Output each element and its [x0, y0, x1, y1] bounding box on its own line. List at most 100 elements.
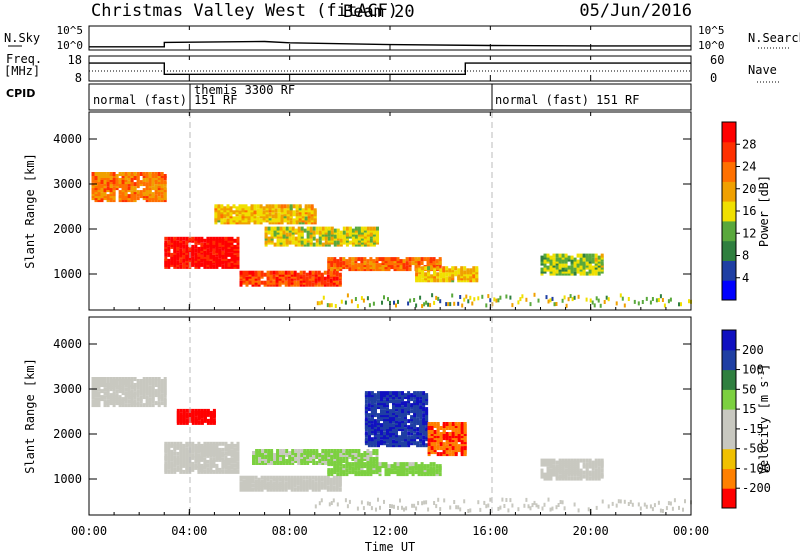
heatmap-cell [432, 466, 436, 471]
heatmap-cell [188, 236, 192, 241]
heatmap-cell [274, 208, 278, 213]
heatmap-cell [148, 377, 152, 381]
heatmap-cell [384, 468, 388, 473]
heatmap-cell [437, 296, 440, 301]
heatmap-cell [302, 475, 306, 480]
heatmap-cell [323, 276, 327, 281]
heatmap-cell [582, 474, 586, 479]
heatmap-cell [555, 253, 559, 258]
heatmap-cell [422, 431, 426, 436]
heatmap-cell [497, 298, 500, 303]
heatmap-cell [410, 409, 414, 414]
colorbar-swatch [722, 330, 736, 351]
heatmap-cell [270, 226, 274, 231]
heatmap-cell [454, 266, 458, 271]
heatmap-cell [300, 449, 304, 453]
heatmap-cell [212, 457, 216, 462]
heatmap-cell [351, 228, 355, 233]
heatmap-cell [418, 268, 422, 273]
y-tick-label: 4000 [53, 337, 82, 351]
heatmap-cell [118, 172, 122, 176]
nave-tick-high: 60 [710, 53, 724, 67]
colorbar-swatch [722, 448, 736, 469]
heatmap-cell [364, 391, 368, 396]
heatmap-cell [235, 206, 239, 211]
heatmap-cell [345, 232, 349, 237]
colorbar-swatch [722, 349, 736, 371]
heatmap-cell [591, 257, 595, 262]
heatmap-cell [678, 302, 680, 307]
heatmap-cell [256, 216, 260, 221]
heatmap-cell [103, 188, 107, 193]
heatmap-cell [173, 240, 177, 245]
heatmap-cell [257, 477, 261, 482]
freq-tick-low: 8 [75, 71, 82, 85]
heatmap-cell [342, 459, 346, 463]
heatmap-cell [230, 262, 234, 267]
heatmap-cell [309, 449, 313, 453]
heatmap-cell [197, 408, 201, 413]
colorbar-swatch [722, 201, 736, 222]
heatmap-cell [377, 399, 380, 404]
heatmap-cell [499, 295, 502, 300]
heatmap-cell [459, 295, 462, 299]
heatmap-cell [505, 294, 508, 299]
heatmap-cell [370, 391, 374, 396]
heatmap-cell [407, 435, 411, 440]
heatmap-cell [680, 302, 682, 307]
heatmap-cell [267, 230, 271, 235]
heatmap-cell [253, 204, 257, 209]
heatmap-cell [392, 439, 395, 444]
heatmap-cell [342, 449, 346, 453]
heatmap-cell [263, 475, 267, 480]
heatmap-cell [318, 453, 322, 457]
heatmap-cell [182, 240, 186, 245]
heatmap-cell [272, 270, 276, 275]
heatmap-cell [283, 204, 287, 209]
heatmap-cell [356, 506, 359, 511]
heatmap-cell [160, 180, 164, 185]
heatmap-cell [573, 271, 577, 276]
heatmap-cell [139, 403, 143, 408]
heatmap-cell [439, 299, 442, 304]
heatmap-cell [200, 236, 204, 241]
heatmap-cell [547, 497, 550, 502]
heatmap-cell [235, 216, 239, 221]
heatmap-cell [591, 470, 595, 475]
heatmap-cell [546, 265, 550, 270]
heatmap-cell [541, 506, 544, 511]
heatmap-cell [688, 299, 690, 304]
heatmap-cell [130, 178, 134, 182]
heatmap-cell [339, 230, 343, 235]
heatmap-cell [238, 214, 242, 219]
heatmap-cell [224, 240, 228, 245]
heatmap-cell [585, 462, 589, 467]
heatmap-cell [289, 220, 293, 225]
heatmap-cell [109, 172, 113, 176]
heatmap-cell [160, 379, 164, 383]
heatmap-cell [401, 401, 404, 406]
heatmap-cell [445, 434, 449, 439]
heatmap-cell [364, 437, 368, 442]
heatmap-cell [326, 485, 330, 490]
heatmap-cell [380, 391, 383, 396]
heatmap-cell [133, 172, 137, 176]
heatmap-cell [133, 377, 137, 381]
heatmap-cell [330, 468, 334, 473]
heatmap-cell [345, 449, 349, 453]
heatmap-cell [369, 257, 373, 262]
heatmap-cell [591, 253, 595, 258]
heatmap-cell [392, 391, 395, 396]
heatmap-cell [407, 425, 411, 430]
heatmap-cell [264, 455, 268, 459]
heatmap-cell [127, 377, 131, 381]
heatmap-cell [573, 295, 576, 300]
heatmap-cell [212, 236, 216, 241]
heatmap-cell [354, 257, 358, 262]
heatmap-cell [366, 501, 369, 506]
heatmap-cell [176, 441, 180, 446]
heatmap-cell [203, 441, 207, 446]
heatmap-cell [164, 256, 168, 261]
heatmap-cell [221, 469, 225, 474]
heatmap-cell [436, 422, 440, 426]
